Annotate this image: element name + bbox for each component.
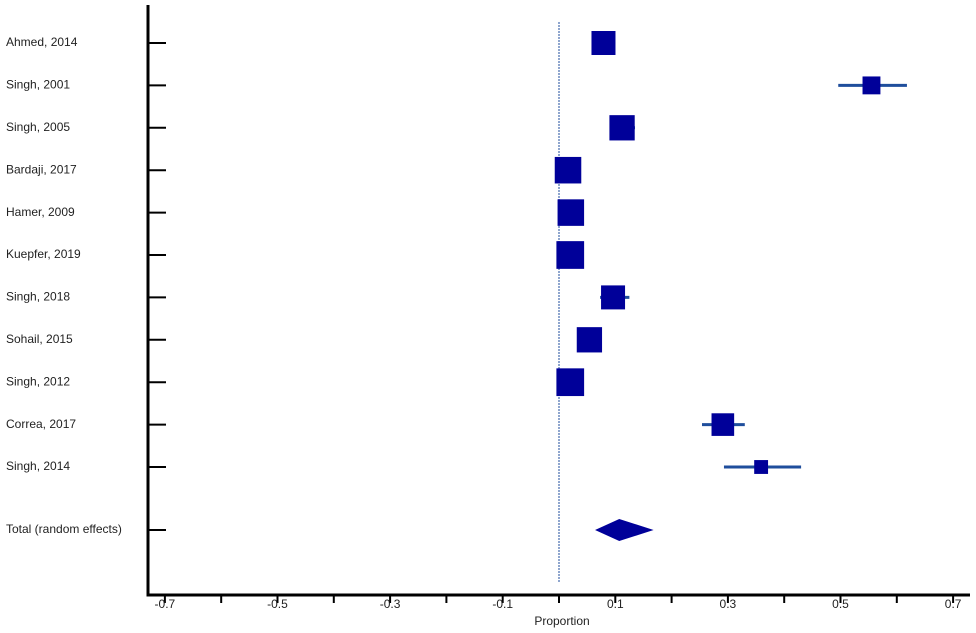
x-tick-label: 0.1 — [607, 597, 624, 611]
study-label: Kuepfer, 2019 — [6, 247, 81, 261]
study-label: Hamer, 2009 — [6, 205, 75, 219]
study-estimate — [556, 241, 585, 269]
study-label: Bardaji, 2017 — [6, 162, 77, 176]
study-estimate — [862, 76, 881, 95]
study-estimate — [554, 156, 582, 184]
study-label: Singh, 2018 — [6, 290, 70, 304]
study-label: Singh, 2001 — [6, 78, 70, 92]
x-tick-label: -0.1 — [492, 597, 513, 611]
x-tick-label: 0.7 — [945, 597, 962, 611]
study-label: Sohail, 2015 — [6, 332, 73, 346]
study-estimate — [754, 460, 769, 474]
x-axis-label: Proportion — [534, 614, 589, 628]
study-estimate — [557, 199, 585, 226]
study-label: Correa, 2017 — [6, 417, 76, 431]
study-estimate — [711, 413, 735, 436]
study-label: Singh, 2012 — [6, 374, 70, 388]
x-tick-label: -0.5 — [267, 597, 288, 611]
study-estimate — [576, 327, 603, 353]
study-estimate — [556, 368, 585, 397]
study-estimate — [609, 115, 635, 141]
study-estimate — [601, 285, 626, 310]
x-tick-label: 0.3 — [720, 597, 737, 611]
study-estimate — [591, 31, 616, 55]
x-tick-label: -0.7 — [155, 597, 176, 611]
study-label: Singh, 2005 — [6, 120, 70, 134]
study-label: Ahmed, 2014 — [6, 35, 78, 49]
x-tick-label: -0.3 — [380, 597, 401, 611]
pooled-estimate — [595, 519, 654, 541]
x-tick-label: 0.5 — [832, 597, 849, 611]
study-label: Singh, 2014 — [6, 459, 70, 473]
pooled-label: Total (random effects) — [6, 522, 122, 536]
